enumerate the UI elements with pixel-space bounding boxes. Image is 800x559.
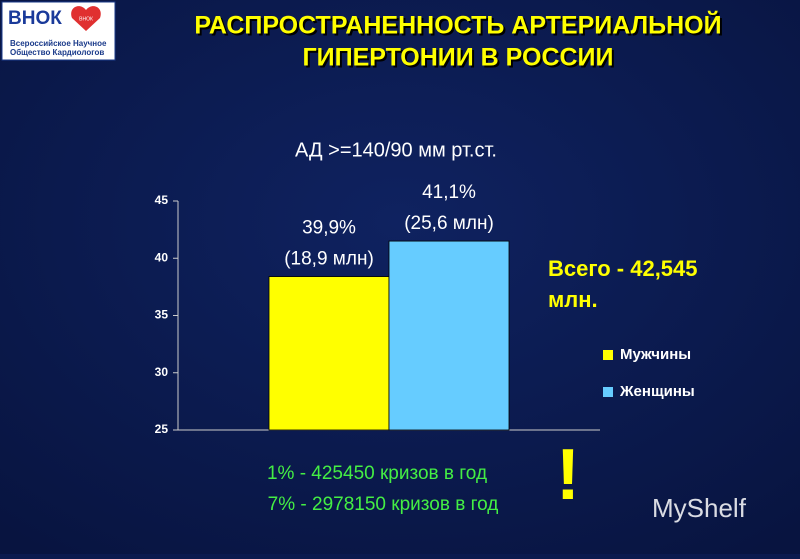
logo-subtitle: Общество Кардиологов bbox=[10, 48, 104, 57]
bar-annotation: (18,9 млн) bbox=[284, 249, 374, 270]
bar bbox=[268, 276, 390, 431]
title-shadow: РАСПРОСТРАНЕННОСТЬ АРТЕРИАЛЬНОЙ bbox=[196, 12, 723, 42]
exclamation: ! bbox=[556, 435, 580, 515]
total: Всего - 42,545 bbox=[548, 256, 698, 281]
legend-swatch bbox=[603, 387, 613, 397]
logo-heart bbox=[71, 6, 101, 32]
title-shadow: ГИПЕРТОНИИ В РОССИИ bbox=[305, 46, 616, 74]
bar-annotation: 39,9% bbox=[302, 218, 356, 239]
bar-annotation: 41,1% bbox=[422, 182, 476, 203]
y-tick-label: 45 bbox=[155, 193, 169, 207]
logo-name: ВНОК bbox=[8, 8, 62, 29]
chart: 25 30 35 40 45 39,9% (18,9 млн) 41,1% (25,6 млн)… bbox=[155, 182, 695, 436]
total: млн. bbox=[548, 287, 598, 312]
logo: ВНОК ВНОК Всероссийское Научное Общество… bbox=[1, 1, 116, 61]
bar bbox=[388, 240, 510, 431]
legend-label: Женщины bbox=[619, 383, 695, 400]
watermark: MyShelf bbox=[652, 493, 747, 523]
legend-label: Мужчины bbox=[620, 346, 691, 363]
title-line: ГИПЕРТОНИИ В РОССИИ bbox=[303, 44, 614, 72]
title-line: РАСПРОСТРАНЕННОСТЬ АРТЕРИАЛЬНОЙ bbox=[194, 10, 721, 40]
subtitle: АД >=140/90 мм рт.ст. bbox=[295, 139, 497, 161]
logo-badge: ВНОК bbox=[79, 16, 93, 22]
bar-annotation: (25,6 млн) bbox=[404, 213, 494, 234]
note: 1% - 425450 кризов в год bbox=[267, 463, 487, 484]
y-tick-label: 30 bbox=[155, 365, 169, 379]
y-tick-label: 40 bbox=[155, 250, 169, 264]
note: 7% - 2978150 кризов в год bbox=[268, 494, 499, 515]
y-tick-label: 25 bbox=[155, 422, 169, 436]
title: РАСПРОСТРАНЕННОСТЬ АРТЕРИАЛЬНОЙ РАСПРОСТ… bbox=[194, 10, 723, 74]
y-tick-label: 35 bbox=[155, 308, 169, 322]
legend-swatch bbox=[603, 350, 613, 360]
logo-subtitle: Всероссийское Научное bbox=[10, 39, 107, 48]
